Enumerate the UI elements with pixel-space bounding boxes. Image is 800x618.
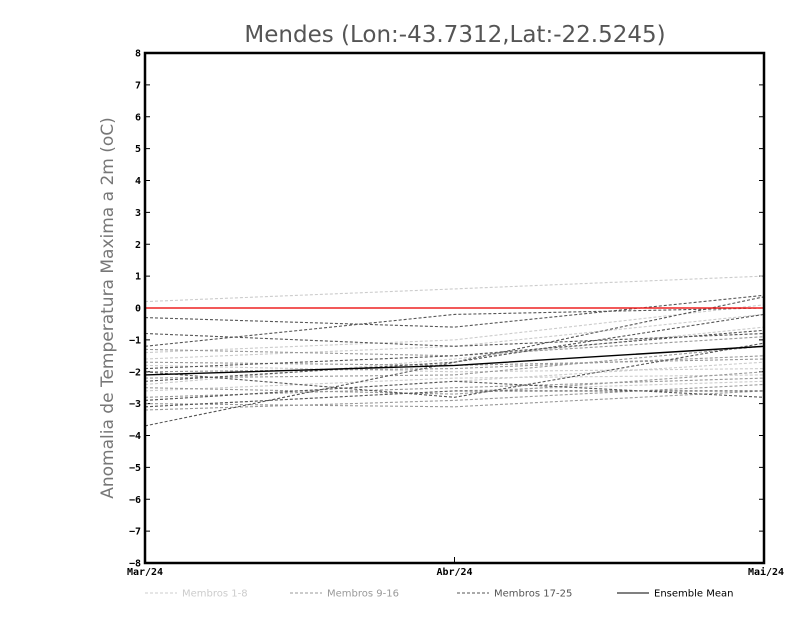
y-tick-label: 0 [135, 304, 141, 315]
x-tick-label: Mar/24 [127, 567, 163, 578]
y-tick-label: 7 [135, 80, 141, 91]
legend-label: Membros 17-25 [494, 589, 572, 600]
series-line-membro-4 [144, 364, 765, 373]
series-line-membro-20 [144, 329, 765, 370]
plot-frame [143, 51, 766, 565]
y-axis-ticks: −8 −7 −6 −5 −4 −3 −2 −1 0 1 2 3 4 5 6 7 8 [129, 49, 764, 570]
y-tick-label: −3 [129, 399, 141, 410]
series-line-membro-10 [144, 355, 765, 373]
x-tick-label: Abr/24 [436, 567, 472, 578]
series-line-membro-7 [144, 380, 765, 408]
series-layer [144, 275, 765, 427]
y-tick-label: 2 [135, 240, 141, 251]
x-axis-ticks: Mar/24 Abr/24 Mai/24 [127, 557, 784, 578]
y-tick-label: 3 [135, 208, 141, 219]
series-line-membro-25 [144, 342, 765, 398]
y-axis-label: Anomalia de Temperatura Maxima a 2m (oC) [98, 117, 118, 499]
y-tick-label: 8 [135, 49, 141, 60]
legend-label: Membros 1-8 [182, 589, 248, 600]
series-line-membro-11 [144, 345, 765, 379]
series-line-membro-6 [144, 374, 765, 392]
series-line-membro-24 [144, 380, 765, 401]
series-line-membro-1 [144, 275, 765, 303]
y-tick-label: −5 [129, 463, 141, 474]
series-line-membro-8 [144, 313, 765, 360]
legend-label: Ensemble Mean [654, 589, 733, 600]
series-line-membro-2 [144, 304, 765, 354]
series-line-membro-16 [144, 371, 765, 395]
series-line-membro-9 [144, 336, 765, 357]
y-tick-label: −6 [129, 495, 141, 506]
chart-title: Mendes (Lon:-43.7312,Lat:-22.5245) [244, 22, 665, 48]
y-tick-label: −4 [129, 431, 141, 442]
y-tick-label: −1 [129, 335, 141, 346]
y-tick-label: −7 [129, 527, 141, 538]
series-line-membro-12 [144, 377, 765, 398]
y-tick-label: 4 [135, 176, 141, 187]
series-line-ensemble-mean [144, 345, 765, 376]
series-line-membro-18 [144, 332, 765, 347]
y-tick-label: 6 [135, 112, 141, 123]
y-tick-label: 1 [135, 272, 141, 283]
y-tick-label: 5 [135, 144, 141, 155]
y-tick-label: −2 [129, 367, 141, 378]
series-line-membro-14 [144, 383, 765, 411]
x-tick-label: Mai/24 [748, 566, 784, 578]
y-tick-label: −8 [129, 559, 141, 570]
series-line-membro-17 [144, 294, 765, 328]
legend: Membros 1-8 Membros 9-16 Membros 17-25 Ense… [145, 589, 733, 600]
series-line-membro-23 [144, 296, 765, 427]
legend-label: Membros 9-16 [327, 589, 399, 600]
series-line-membro-19 [144, 307, 765, 347]
series-line-membro-13 [144, 390, 765, 408]
series-line-membro-22 [144, 390, 764, 408]
